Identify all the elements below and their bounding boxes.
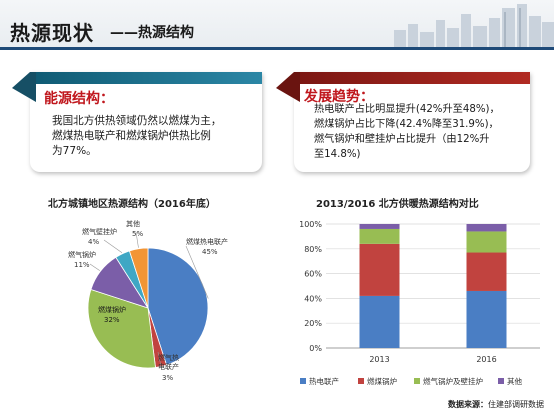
y-tick-label: 100% bbox=[299, 220, 322, 229]
legend-swatch bbox=[414, 378, 420, 384]
card-fold-decoration bbox=[12, 72, 36, 102]
bar-segment bbox=[359, 295, 400, 348]
header-band: 热源现状 ——热源结构 bbox=[0, 0, 554, 50]
pie-slice-label: 电联产 bbox=[158, 362, 179, 371]
pie-leader-line bbox=[103, 239, 123, 254]
legend-label: 燃煤锅炉 bbox=[367, 376, 397, 386]
page-title: 热源现状 bbox=[10, 21, 94, 45]
y-tick-label: 0% bbox=[309, 344, 322, 353]
card-body: 我国北方供热领域仍然以燃煤为主， 燃煤热电联产和燃煤锅炉供热比例 为77%。 bbox=[52, 114, 258, 159]
legend-label: 其他 bbox=[507, 376, 522, 386]
pie-leader-line bbox=[157, 351, 162, 368]
pie-slice-value: 5% bbox=[132, 230, 143, 238]
pie-slice bbox=[128, 247, 149, 309]
pie-slice-label: 燃气壁挂炉 bbox=[82, 227, 117, 236]
pie-slice bbox=[147, 247, 209, 366]
pie-slice-label: 燃气锅炉 bbox=[68, 250, 96, 259]
bar-segment bbox=[466, 252, 507, 291]
card-body: 热电联产占比明显提升(42%升至48%)， 燃煤锅炉占比下降(42.4%降至31… bbox=[314, 102, 528, 162]
y-tick-label: 60% bbox=[304, 270, 322, 279]
card-line: 为77%。 bbox=[52, 145, 97, 157]
card-line: 燃煤锅炉占比下降(42.4%降至31.9%)， bbox=[314, 119, 499, 130]
pie-chart-title: 北方城镇地区热源结构（2016年底） bbox=[48, 199, 216, 210]
source-value: 住建部调研数据 bbox=[488, 400, 544, 409]
pie-slice-label: 燃煤锅炉 bbox=[98, 305, 126, 314]
card-line: 我国北方供热领域仍然以燃煤为主， bbox=[52, 115, 222, 127]
card-fold-decoration bbox=[276, 72, 300, 102]
bar-segment bbox=[359, 243, 400, 296]
card-top-bar bbox=[294, 72, 530, 84]
card-heading: 发展趋势： bbox=[304, 89, 374, 105]
pie-slice bbox=[87, 288, 156, 369]
card-heading: 能源结构： bbox=[44, 91, 114, 107]
city-skyline-image bbox=[394, 4, 554, 47]
y-tick-label: 40% bbox=[304, 294, 322, 303]
y-tick-label: 80% bbox=[304, 245, 322, 254]
x-tick-label: 2016 bbox=[476, 355, 496, 364]
card-line: 燃煤热电联产和燃煤锅炉供热比例 bbox=[52, 130, 211, 142]
card-line: 热电联产占比明显提升(42%升至48%)， bbox=[314, 104, 500, 115]
pie-slice-value: 3% bbox=[162, 374, 173, 382]
bar-chart-title: 2013/2016 北方供暖热源结构对比 bbox=[316, 199, 479, 210]
pie-leader-line bbox=[135, 231, 139, 248]
pie-slice-label: 燃气热 bbox=[158, 353, 179, 362]
pie-slice-label: 其他 bbox=[126, 219, 140, 228]
card-line: 燃气锅炉和壁挂炉占比提升（由12%升 bbox=[314, 134, 490, 145]
stacked-bar-chart: 0% 20% 40% 60% 80% 100% 2013 2016 热电联产 燃煤锅炉 燃气锅炉及壁… bbox=[299, 220, 540, 386]
legend-label: 燃气锅炉及壁挂炉 bbox=[423, 376, 483, 386]
legend-swatch bbox=[498, 378, 504, 384]
legend-swatch bbox=[358, 378, 364, 384]
bar-segment bbox=[466, 290, 507, 348]
pie-slice-value: 4% bbox=[88, 238, 99, 246]
pie-slice-label: 燃煤热电联产 bbox=[186, 237, 228, 246]
development-trend-card: 发展趋势： 热电联产占比明显提升(42%升至48%)， 燃煤锅炉占比下降(42.… bbox=[276, 72, 530, 172]
pie-leader-line bbox=[185, 245, 209, 299]
x-tick-label: 2013 bbox=[369, 355, 389, 364]
bar-segment bbox=[359, 224, 400, 229]
data-source-note: 数据来源：住建部调研数据 bbox=[448, 399, 544, 410]
bar-segment bbox=[466, 231, 507, 253]
pie-slice-value: 45% bbox=[202, 248, 218, 256]
card-line: 至14.8%) bbox=[314, 149, 361, 160]
legend-label: 热电联产 bbox=[309, 376, 339, 386]
bar-segment bbox=[466, 224, 507, 232]
card-top-bar bbox=[30, 72, 262, 84]
source-label: 数据来源： bbox=[448, 400, 488, 409]
pie-leader-line bbox=[89, 263, 100, 271]
bar-segment bbox=[359, 228, 400, 244]
pie-slice-value: 32% bbox=[104, 316, 120, 324]
y-tick-label: 20% bbox=[304, 319, 322, 328]
legend-swatch bbox=[300, 378, 306, 384]
energy-structure-card: 能源结构： 我国北方供热领域仍然以燃煤为主， 燃煤热电联产和燃煤锅炉供热比例 为… bbox=[12, 72, 262, 172]
page-subtitle: ——热源结构 bbox=[110, 25, 194, 41]
pie-slice-value: 11% bbox=[74, 261, 90, 269]
